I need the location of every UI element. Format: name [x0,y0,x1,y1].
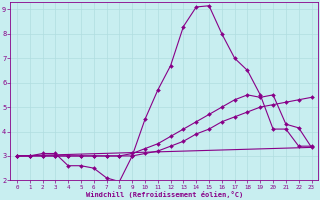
X-axis label: Windchill (Refroidissement éolien,°C): Windchill (Refroidissement éolien,°C) [85,191,243,198]
